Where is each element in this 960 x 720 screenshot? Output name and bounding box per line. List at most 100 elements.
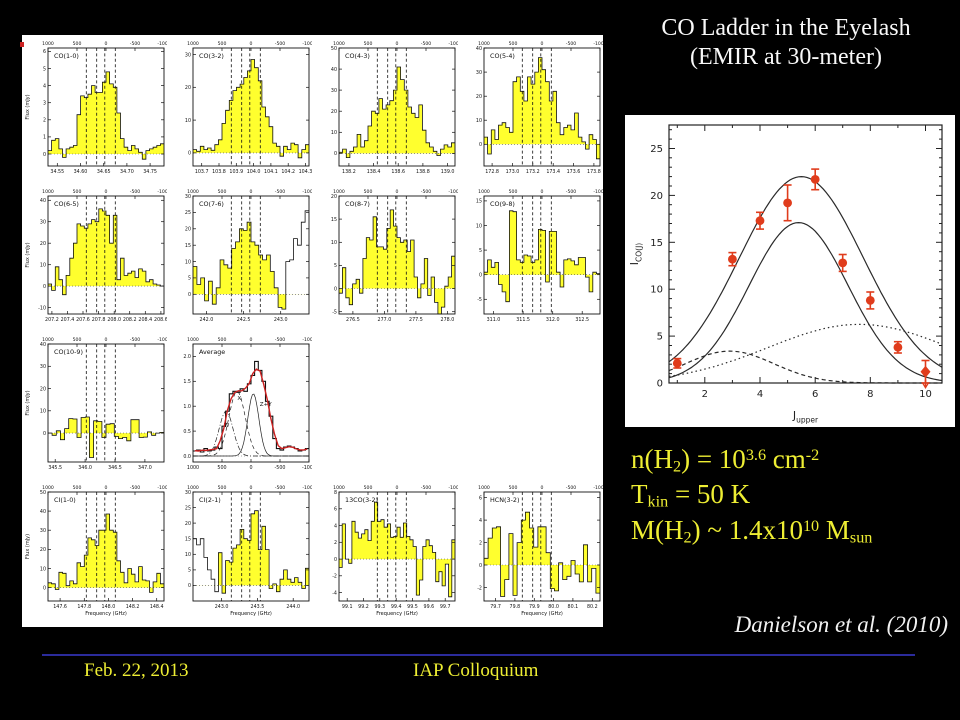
physics-line-mass: M(H2) ~ 1.4x1010 Msun xyxy=(631,514,873,547)
svg-text:-1000: -1000 xyxy=(157,485,167,491)
svg-text:3: 3 xyxy=(43,101,46,107)
svg-text:138.2: 138.2 xyxy=(342,169,356,175)
svg-text:1000: 1000 xyxy=(478,485,490,491)
svg-text:-1000: -1000 xyxy=(302,465,312,471)
svg-text:-500: -500 xyxy=(130,337,141,343)
svg-text:X: X xyxy=(237,396,241,402)
svg-text:-1000: -1000 xyxy=(302,485,312,491)
svg-text:30: 30 xyxy=(185,194,191,200)
svg-text:500: 500 xyxy=(73,485,82,491)
credit-reference: Danielson et al. (2010) xyxy=(734,612,948,637)
svg-text:10: 10 xyxy=(919,389,932,400)
svg-text:-500: -500 xyxy=(421,189,432,195)
svg-text:500: 500 xyxy=(509,189,518,195)
svg-text:0: 0 xyxy=(479,563,482,569)
svg-text:10: 10 xyxy=(331,130,337,136)
spectrum-panel-co-4-3: 10005000-500-1000138.2138.4138.6138.8139… xyxy=(331,41,458,175)
svg-text:40: 40 xyxy=(331,67,337,73)
svg-text:148.2: 148.2 xyxy=(126,604,140,610)
svg-text:500: 500 xyxy=(218,189,227,195)
svg-text:0: 0 xyxy=(479,142,482,148)
svg-text:173.0: 173.0 xyxy=(506,169,520,175)
svg-text:10: 10 xyxy=(40,566,46,572)
svg-text:312.0: 312.0 xyxy=(546,317,560,323)
svg-text:20: 20 xyxy=(40,547,46,553)
svg-text:138.8: 138.8 xyxy=(416,169,430,175)
svg-text:10: 10 xyxy=(40,409,46,415)
svg-text:0: 0 xyxy=(105,189,108,195)
svg-text:-1000: -1000 xyxy=(448,485,458,491)
svg-text:103.8: 103.8 xyxy=(212,169,226,175)
svg-text:500: 500 xyxy=(73,337,82,343)
slide-title-line2: (EMIR at 30-meter) xyxy=(690,43,882,70)
svg-text:CI(1-0): CI(1-0) xyxy=(54,496,76,504)
svg-text:500: 500 xyxy=(364,485,373,491)
svg-text:104.0: 104.0 xyxy=(247,169,261,175)
svg-text:243.0: 243.0 xyxy=(215,604,229,610)
svg-text:207.8: 207.8 xyxy=(92,317,106,323)
svg-text:-500: -500 xyxy=(275,41,286,47)
spectrum-panel-co-1-0: 1000 500 0 -500 -1000 34.55 34.60 34.65 34.70 34.… xyxy=(25,41,167,175)
svg-text:Flux (mJy): Flux (mJy) xyxy=(25,390,31,415)
svg-text:15: 15 xyxy=(650,238,663,249)
svg-text:99.5: 99.5 xyxy=(407,604,418,610)
svg-text:1.0: 1.0 xyxy=(183,404,191,410)
svg-text:1000: 1000 xyxy=(187,189,199,195)
svg-text:20: 20 xyxy=(40,386,46,392)
svg-text:312.5: 312.5 xyxy=(575,317,589,323)
svg-text:Flux (mJy): Flux (mJy) xyxy=(25,242,31,267)
svg-text:2.0: 2.0 xyxy=(183,354,191,360)
svg-text:147.8: 147.8 xyxy=(77,604,91,610)
svg-text:-1000: -1000 xyxy=(157,41,167,47)
svg-text:30: 30 xyxy=(185,490,191,496)
svg-text:0: 0 xyxy=(188,583,191,589)
svg-text:-500: -500 xyxy=(130,485,141,491)
svg-text:173.6: 173.6 xyxy=(567,169,581,175)
svg-text:207.2: 207.2 xyxy=(45,317,59,323)
svg-text:30: 30 xyxy=(40,220,46,226)
footer-divider xyxy=(42,654,915,656)
svg-text:30: 30 xyxy=(40,364,46,370)
svg-text:99.4: 99.4 xyxy=(391,604,402,610)
svg-text:10: 10 xyxy=(650,285,663,296)
svg-text:-500: -500 xyxy=(566,189,577,195)
svg-text:15: 15 xyxy=(185,537,191,543)
svg-text:10: 10 xyxy=(476,223,482,229)
svg-text:99.3: 99.3 xyxy=(374,604,385,610)
svg-text:CO(10-9): CO(10-9) xyxy=(54,348,83,356)
svg-text:30: 30 xyxy=(476,70,482,76)
svg-text:34.75: 34.75 xyxy=(143,169,157,175)
svg-text:500: 500 xyxy=(218,337,227,343)
svg-text:500: 500 xyxy=(217,465,226,471)
svg-text:79.9: 79.9 xyxy=(529,604,540,610)
svg-text:1.5: 1.5 xyxy=(183,379,191,385)
svg-text:104.3: 104.3 xyxy=(299,169,312,175)
svg-text:244.0: 244.0 xyxy=(286,604,300,610)
svg-text:-1000: -1000 xyxy=(302,41,312,47)
svg-text:0.0: 0.0 xyxy=(183,454,191,460)
svg-text:10: 10 xyxy=(185,552,191,558)
svg-text:1000: 1000 xyxy=(187,337,199,343)
svg-text:40: 40 xyxy=(476,46,482,52)
svg-text:2: 2 xyxy=(702,389,708,400)
svg-text:25: 25 xyxy=(650,144,663,155)
svg-text:1: 1 xyxy=(43,135,46,141)
svg-text:0: 0 xyxy=(479,273,482,279)
svg-text:80.2: 80.2 xyxy=(587,604,598,610)
svg-text:W: W xyxy=(224,423,230,429)
svg-text:40: 40 xyxy=(40,509,46,515)
svg-text:0: 0 xyxy=(541,189,544,195)
svg-text:0: 0 xyxy=(105,485,108,491)
svg-text:79.8: 79.8 xyxy=(510,604,521,610)
svg-text:0.5: 0.5 xyxy=(183,429,191,435)
svg-text:-1000: -1000 xyxy=(302,337,312,343)
svg-text:138.6: 138.6 xyxy=(391,169,405,175)
svg-text:10: 10 xyxy=(476,118,482,124)
svg-text:Flux (mJy): Flux (mJy) xyxy=(25,534,31,559)
physics-line-density: n(H2) = 103.6 cm-2 xyxy=(631,444,820,476)
svg-text:-500: -500 xyxy=(275,189,286,195)
svg-text:CO(5-4): CO(5-4) xyxy=(490,52,515,60)
spectrum-panel-ci-2-1: 1000 500 0 -500 -1000 243.0 243.5 244.0 0 5 10 15 20… xyxy=(185,485,312,617)
svg-text:278.0: 278.0 xyxy=(441,317,455,323)
svg-text:34.55: 34.55 xyxy=(50,169,64,175)
